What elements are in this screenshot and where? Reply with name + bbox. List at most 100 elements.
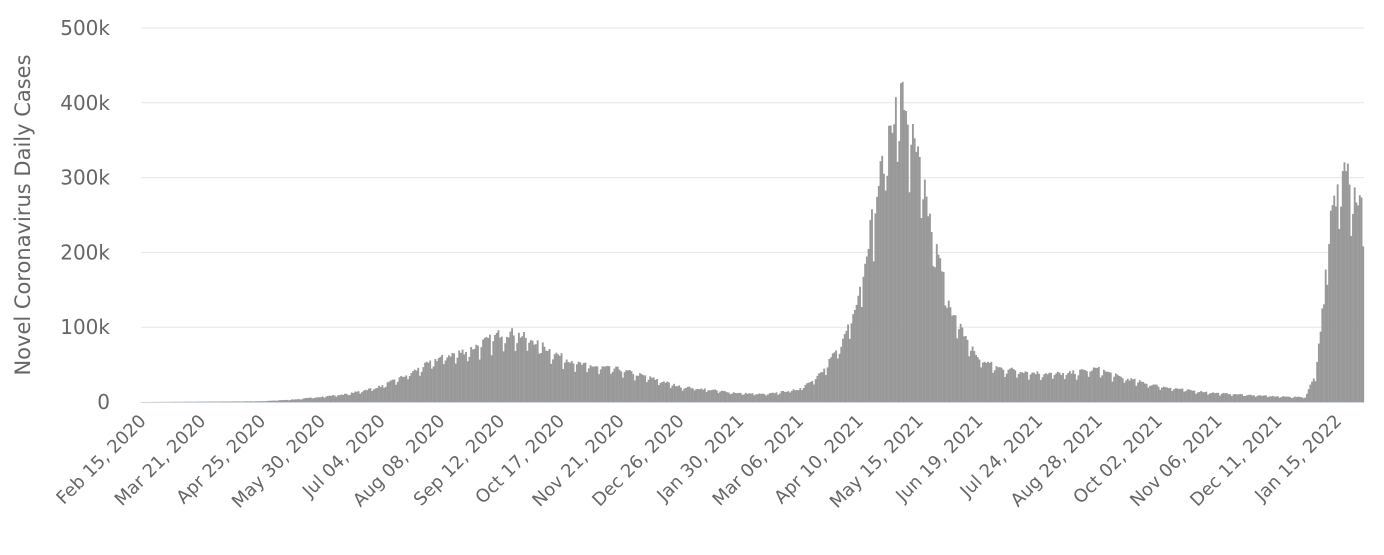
- bar: [714, 389, 716, 402]
- bar: [954, 315, 957, 402]
- bar: [1307, 389, 1310, 402]
- bar: [1111, 381, 1114, 402]
- bar: [393, 379, 396, 402]
- bar: [289, 400, 292, 402]
- bar: [1027, 379, 1030, 402]
- bar: [253, 401, 256, 402]
- bar: [1072, 370, 1075, 402]
- bar: [797, 390, 800, 402]
- bar: [685, 388, 687, 402]
- bar: [1012, 368, 1015, 402]
- bar: [785, 391, 788, 402]
- bar: [550, 363, 553, 402]
- bar: [1340, 206, 1342, 402]
- bar: [1237, 394, 1240, 402]
- bar: [652, 377, 655, 402]
- bar: [497, 330, 500, 402]
- bar: [1039, 379, 1042, 402]
- bar: [874, 213, 877, 402]
- bar: [396, 381, 399, 402]
- bar: [615, 366, 618, 402]
- bar: [1126, 378, 1129, 402]
- bar: [992, 372, 995, 402]
- bar: [461, 349, 464, 402]
- bar: [280, 400, 283, 402]
- bar: [888, 125, 890, 402]
- bar: [1140, 381, 1143, 402]
- bar: [734, 392, 737, 402]
- bar: [1034, 374, 1037, 402]
- bar: [1154, 384, 1157, 402]
- bar: [509, 331, 512, 402]
- bar: [405, 375, 408, 402]
- bar: [920, 218, 923, 402]
- bar: [709, 390, 711, 402]
- bar: [741, 394, 744, 402]
- bar: [767, 394, 769, 402]
- bar: [1294, 396, 1296, 402]
- bar: [1075, 379, 1078, 402]
- bar: [408, 376, 411, 402]
- bar: [998, 367, 1001, 402]
- bar: [279, 400, 282, 402]
- bar: [434, 358, 437, 402]
- y-tick-label: 500k: [60, 16, 110, 40]
- bar: [1043, 374, 1046, 402]
- bar: [674, 386, 677, 402]
- bar: [773, 393, 776, 402]
- bar: [995, 366, 998, 402]
- bar: [352, 393, 355, 402]
- bar: [860, 306, 863, 402]
- bar: [1116, 374, 1119, 402]
- bar: [553, 354, 556, 402]
- bar: [1248, 394, 1250, 402]
- bar: [1333, 195, 1336, 402]
- bar: [917, 146, 919, 402]
- bar: [477, 345, 479, 402]
- bar: [1300, 397, 1303, 402]
- bar: [1056, 371, 1059, 402]
- bar: [1055, 373, 1058, 402]
- bar: [589, 365, 592, 402]
- bar: [471, 349, 474, 402]
- bar: [1353, 187, 1356, 402]
- bar: [1360, 197, 1363, 402]
- bar: [1132, 379, 1134, 402]
- bar: [533, 344, 536, 402]
- bar: [1346, 163, 1349, 402]
- bar: [760, 393, 763, 402]
- bar: [432, 366, 435, 402]
- bar: [802, 387, 805, 402]
- bar: [1101, 375, 1104, 402]
- bar: [263, 401, 266, 402]
- bar: [1266, 397, 1269, 402]
- bar: [1017, 373, 1020, 402]
- bar: [751, 393, 754, 402]
- bar: [809, 382, 812, 402]
- bar: [424, 362, 427, 402]
- bar: [1172, 389, 1175, 402]
- bar: [1022, 372, 1025, 402]
- bar: [417, 367, 420, 402]
- bar: [707, 390, 710, 402]
- bar: [1080, 369, 1083, 402]
- bar: [1331, 205, 1334, 402]
- bar: [1283, 396, 1286, 402]
- bar: [546, 350, 549, 402]
- bar: [606, 365, 609, 402]
- bar: [1089, 371, 1092, 402]
- bar: [702, 389, 705, 402]
- bar: [599, 369, 602, 402]
- bar: [632, 374, 635, 402]
- bar: [1149, 385, 1151, 402]
- bar: [1304, 397, 1307, 402]
- bar: [413, 369, 416, 402]
- bar: [768, 393, 771, 402]
- bar: [1232, 394, 1235, 402]
- bar: [374, 388, 377, 402]
- bar: [536, 340, 539, 402]
- bar: [541, 342, 544, 402]
- bar: [529, 340, 532, 402]
- bar: [531, 340, 534, 402]
